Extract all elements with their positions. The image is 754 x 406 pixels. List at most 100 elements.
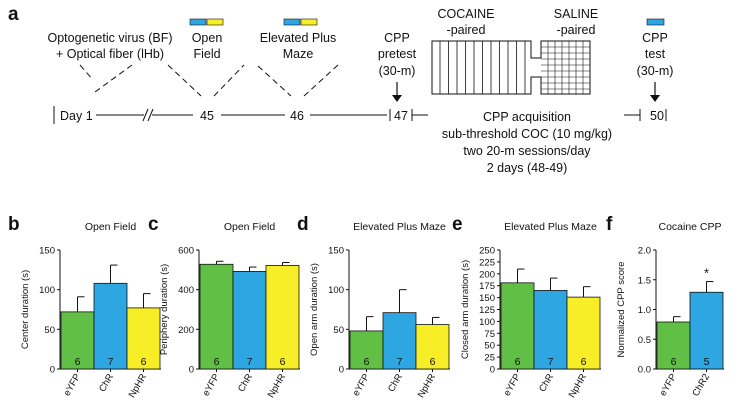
chart-panel-d: d Elevated Plus Maze Open arm duration (s)…	[297, 214, 450, 400]
epm-label-line1: Elevated Plus	[260, 31, 336, 45]
chart-title: Elevated Plus Maze	[353, 221, 446, 233]
bar-eyfp	[349, 330, 384, 370]
y-tick-label: 200	[479, 269, 495, 280]
x-tick-label: eYFP	[351, 372, 372, 398]
chart-title: Elevated Plus Maze	[504, 221, 597, 233]
bar-nphr	[566, 296, 601, 370]
y-tick-label: 25	[484, 353, 495, 364]
chart-panel-c: c Open Field Periphery duration (s) 0 200 400…	[148, 214, 300, 400]
x-tick-label: ChR	[236, 372, 255, 394]
y-axis-label: Center duration (s)	[20, 270, 31, 349]
test-arrow-head	[650, 95, 660, 102]
chart-title: Cocaine CPP	[658, 221, 721, 233]
y-tick-label: 225	[479, 257, 495, 268]
test-label-line3: (30-m)	[637, 64, 674, 78]
y-tick-label: 100	[39, 285, 55, 296]
x-tick-label: ChR	[97, 372, 116, 394]
y-tick-label: 0	[50, 365, 55, 376]
openfield-label-line1: Open	[192, 31, 223, 45]
openfield-key-yellow	[206, 18, 224, 26]
sample-size-label: 7	[397, 356, 403, 368]
y-tick-label: 75	[484, 329, 495, 340]
x-tick-label: NpHR	[567, 372, 590, 400]
bar-chr	[232, 271, 267, 370]
x-tick-label: eYFP	[62, 372, 83, 398]
epm-label-line2: Maze	[283, 47, 314, 61]
cocaine-chamber	[431, 40, 591, 95]
chart-title: Open Field	[85, 221, 137, 233]
panel-label-f: f	[606, 214, 613, 235]
sample-size-label: 6	[671, 356, 677, 368]
chart-panel-f: f Cocaine CPP Normalized CPP score 0.0 0.5 1.…	[606, 214, 724, 399]
y-axis-label: Normalized CPP score	[616, 262, 627, 358]
y-tick-label: 150	[39, 246, 55, 257]
panel-label-c: c	[148, 214, 159, 235]
bar-eyfp	[199, 263, 234, 370]
acquisition-line2: sub-threshold COC (10 mg/kg)	[442, 127, 612, 141]
y-tick-label: 200	[178, 325, 194, 336]
bar-chr2	[689, 291, 724, 370]
sample-size-label: 6	[141, 356, 147, 368]
bar-chr	[533, 290, 568, 370]
panel-label-b: b	[8, 214, 20, 235]
experiment-timeline: a Optogenetic virus (BF) + Optical fiber…	[8, 4, 674, 175]
day-50-label: 50	[650, 109, 664, 123]
acquisition-line3: two 20-m sessions/day	[463, 144, 591, 158]
sample-size-label: 6	[364, 356, 370, 368]
bar-chr	[93, 282, 128, 370]
x-tick-label: eYFP	[658, 372, 679, 398]
sample-size-label: 7	[548, 356, 554, 368]
y-tick-label: 0.5	[638, 335, 651, 346]
y-tick-label: 0	[189, 365, 194, 376]
x-tick-label: ChR	[386, 372, 405, 394]
sample-size-label: 7	[247, 356, 253, 368]
panel-label-a: a	[8, 4, 19, 25]
y-tick-label: 1.0	[638, 305, 651, 316]
cocaine-label-line1: COCAINE	[438, 7, 495, 21]
sample-size-label: 5	[704, 356, 710, 368]
x-tick-label: eYFP	[201, 372, 222, 398]
epm-key-yellow	[300, 18, 318, 26]
sample-size-label: 6	[280, 356, 286, 368]
day-46-label: 46	[290, 109, 304, 123]
y-tick-label: 50	[333, 325, 344, 336]
y-tick-label: 0	[490, 365, 495, 376]
pretest-arrow-head	[392, 95, 402, 102]
cocaine-chamber-stripes	[439, 41, 526, 94]
chart-panel-b: b Open Field Center duration (s) 0 50 100 150 6…	[8, 214, 161, 400]
x-tick-label: NpHR	[127, 372, 150, 400]
bar-nphr	[126, 307, 161, 370]
sample-size-label: 6	[75, 356, 81, 368]
panel-label-e: e	[452, 214, 463, 235]
y-tick-label: 0	[339, 365, 344, 376]
saline-label-line2: -paired	[557, 23, 596, 37]
timeline-axis	[53, 106, 667, 124]
day-45-label: 45	[200, 109, 214, 123]
x-tick-label: NpHR	[416, 372, 439, 400]
test-label-line1: CPP	[642, 31, 668, 45]
y-tick-label: 175	[479, 281, 495, 292]
y-tick-label: 125	[479, 305, 495, 316]
saline-chamber-grid	[541, 41, 590, 94]
sample-size-label: 6	[214, 356, 220, 368]
bar-eyfp	[60, 311, 95, 370]
y-tick-label: 50	[484, 341, 495, 352]
y-tick-label: 1.5	[638, 275, 651, 286]
y-tick-label: 400	[178, 285, 194, 296]
acquisition-line1: CPP acquisition	[483, 110, 571, 124]
y-axis-label: Open arm duration (s)	[309, 263, 320, 356]
y-axis-label: Periphery duration (s)	[159, 264, 170, 355]
openfield-key-blue	[189, 18, 207, 26]
virus-label-line1: Optogenetic virus (BF)	[47, 31, 172, 45]
y-tick-label: 600	[178, 246, 194, 257]
y-tick-label: 0.0	[638, 365, 651, 376]
x-tick-label: NpHR	[266, 372, 289, 400]
significance-marker: *	[704, 266, 709, 281]
sample-size-label: 6	[581, 356, 587, 368]
test-key-blue	[646, 18, 665, 26]
y-tick-label: 250	[479, 246, 495, 257]
cocaine-label-line2: -paired	[447, 23, 486, 37]
pretest-label-line3: (30-m)	[379, 64, 416, 78]
chart-title: Open Field	[224, 221, 276, 233]
timeline-connectors	[79, 64, 339, 97]
